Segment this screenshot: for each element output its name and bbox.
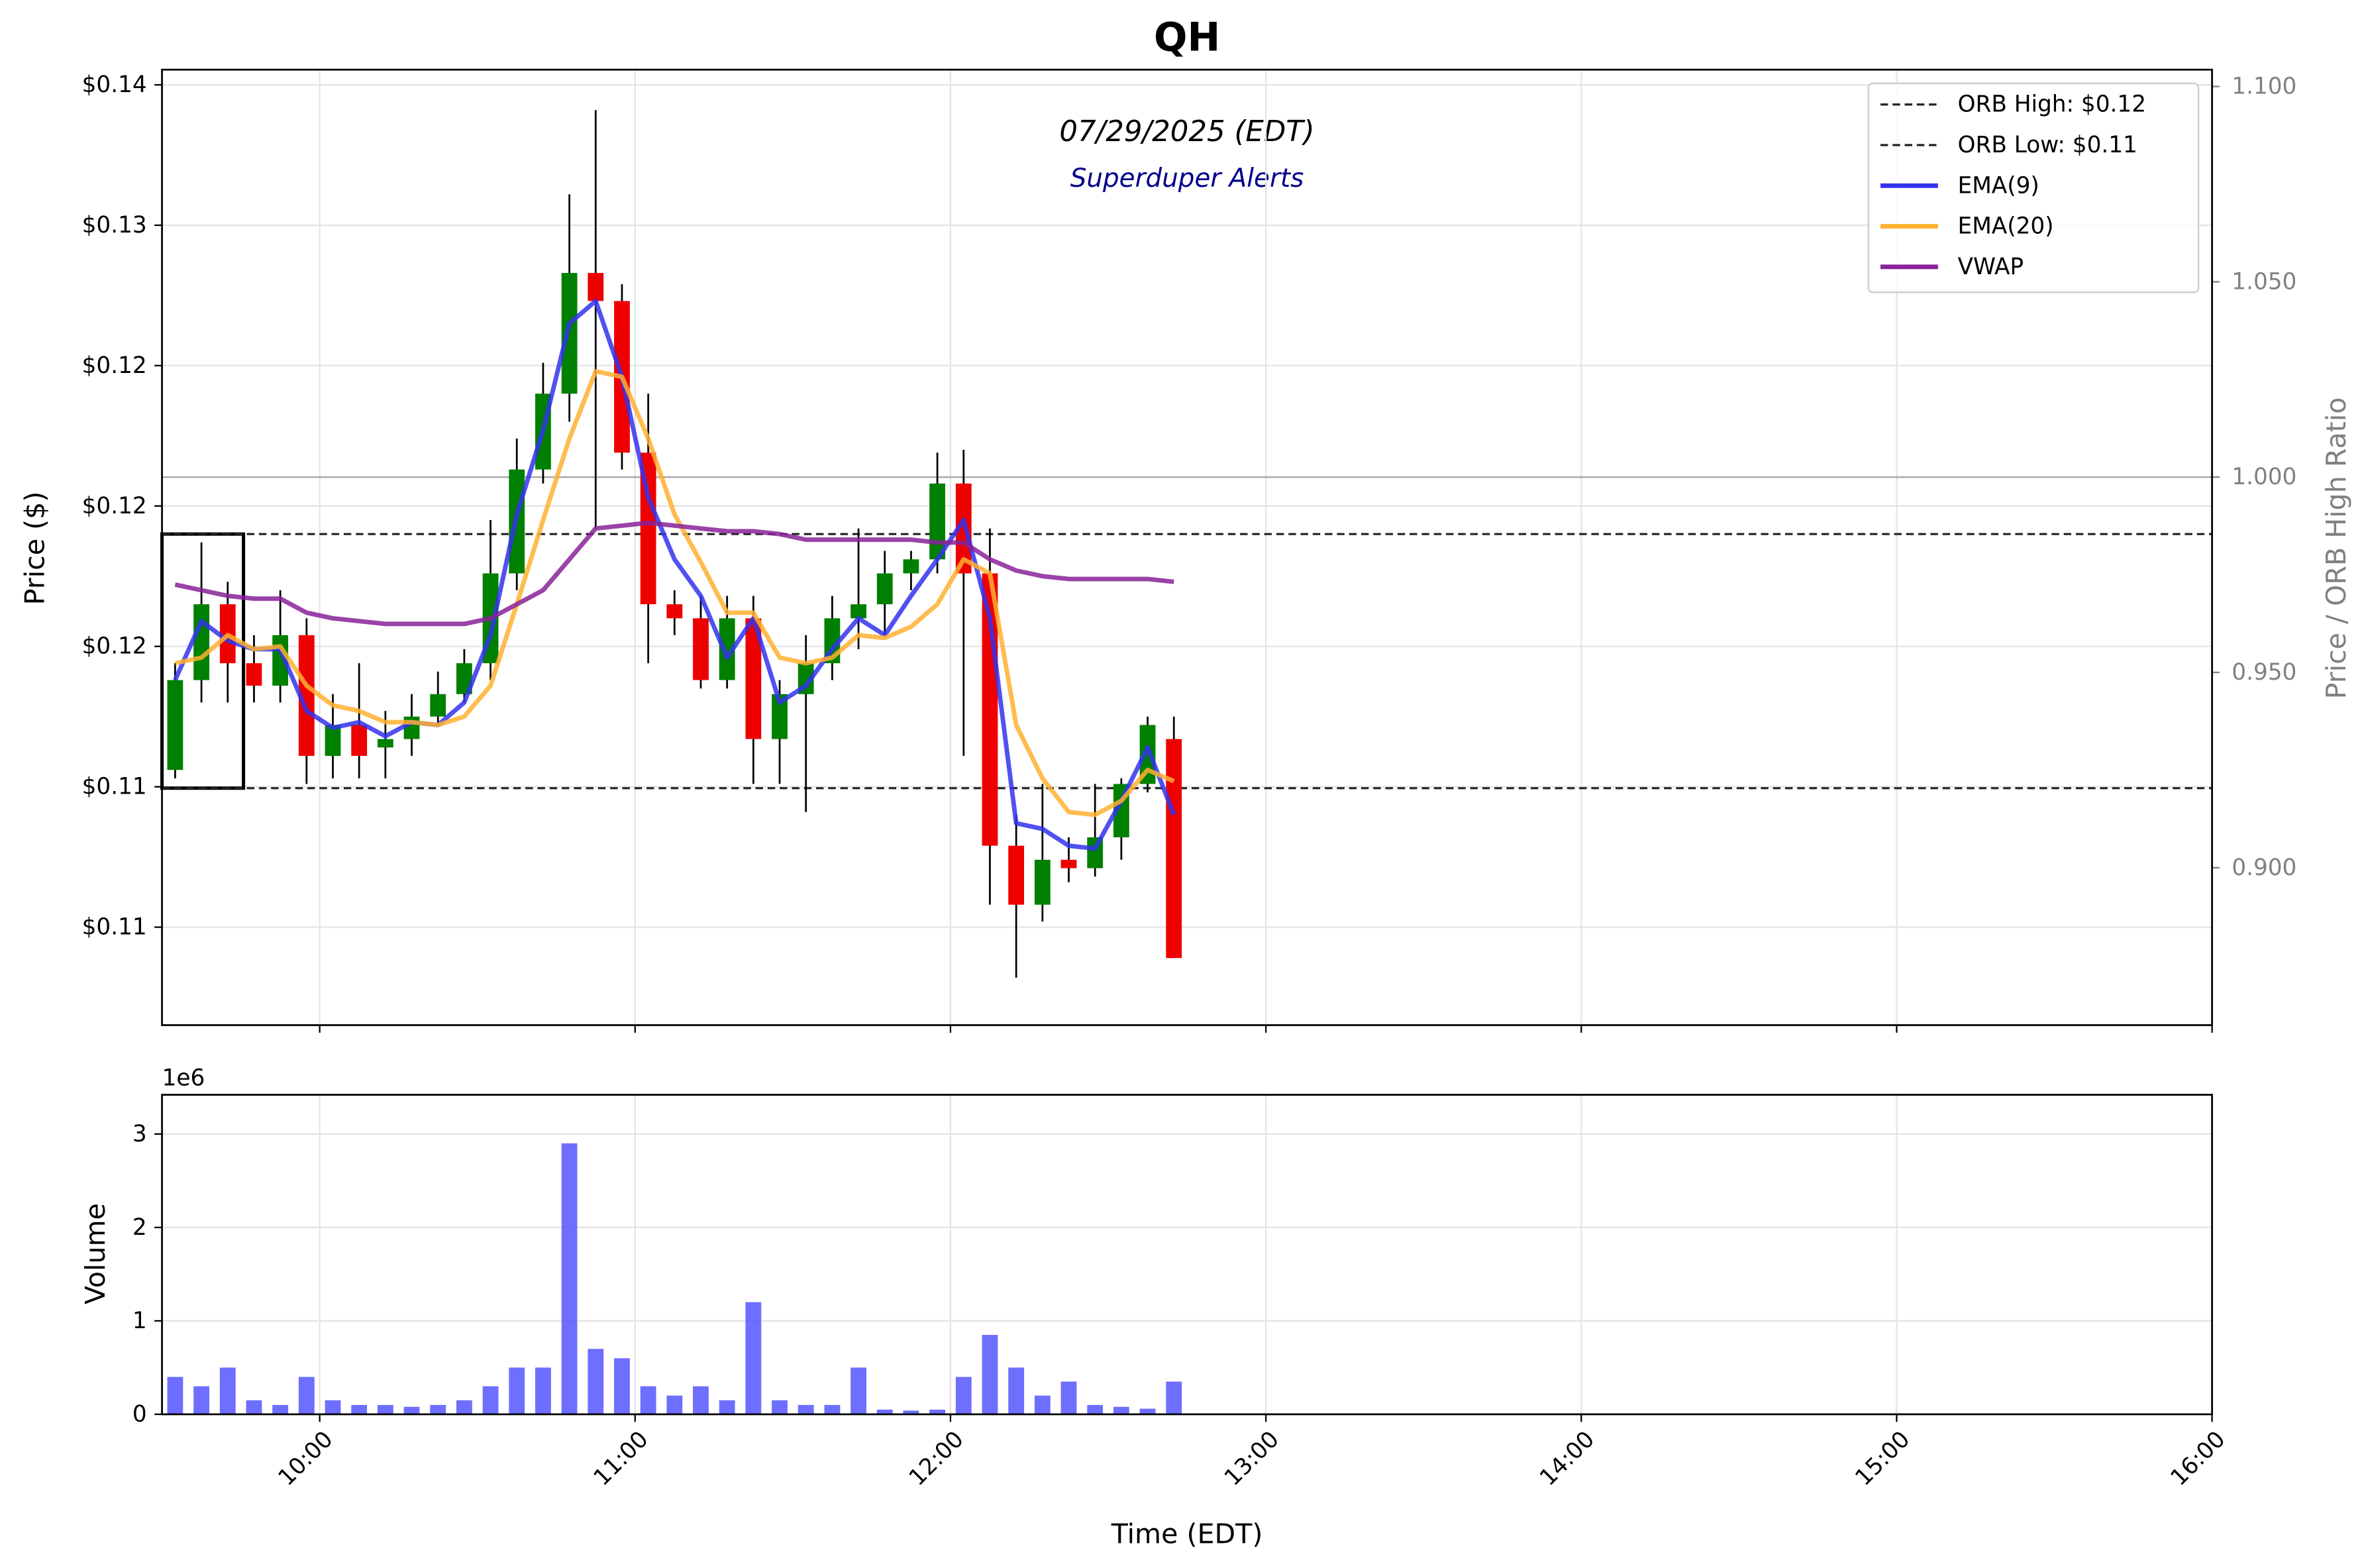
volume-bar (772, 1400, 788, 1414)
candle-body (693, 618, 709, 680)
candle-body (850, 604, 866, 619)
candle-body (1060, 859, 1077, 868)
candle-body (377, 739, 393, 748)
candle-body (167, 680, 183, 770)
volume-bar (351, 1404, 368, 1414)
legend-label: ORB High: $0.12 (1958, 91, 2146, 118)
volume-bar (719, 1400, 735, 1414)
y-tick-label: $0.12 (82, 493, 147, 519)
volume-bar (272, 1404, 289, 1414)
volume-bar (1060, 1381, 1077, 1414)
y-tick-label: $0.11 (82, 914, 147, 941)
volume-bar (955, 1377, 972, 1414)
candle-body (903, 559, 919, 574)
legend-box (1867, 82, 2200, 293)
candle-body (1008, 845, 1025, 905)
volume-bar (1139, 1408, 1156, 1414)
offset-label: 1e6 (162, 1065, 205, 1092)
legend-label: EMA(9) (1958, 172, 2039, 199)
volume-bar (377, 1404, 393, 1414)
y-tick-label: $0.12 (82, 633, 147, 660)
legend-label: EMA(20) (1958, 213, 2054, 240)
candle-body (876, 573, 893, 605)
volume-bar (850, 1367, 866, 1414)
volume-bar (1087, 1404, 1104, 1414)
volume-bar (876, 1409, 893, 1414)
candle-body (1166, 739, 1182, 959)
candle-body (193, 604, 210, 680)
volume-bar (929, 1409, 946, 1414)
y2-tick-label: 0.950 (2232, 659, 2296, 686)
annotation: Superduper Alerts (1070, 164, 1304, 193)
y-axis-label: Price ($) (19, 492, 51, 605)
volume-bar (482, 1386, 499, 1414)
volume-bar (1166, 1381, 1182, 1414)
candle-body (351, 725, 368, 757)
volume-bar (982, 1335, 998, 1414)
volume-bar (640, 1386, 656, 1414)
volume-bar (745, 1302, 762, 1414)
candle-body (246, 663, 262, 686)
y-tick-label: $0.11 (82, 774, 147, 800)
candle-body (1034, 859, 1051, 905)
candle-body (430, 694, 446, 717)
volume-bar (193, 1386, 210, 1414)
volume-bar (456, 1400, 472, 1414)
y2-tick-label: 0.900 (2232, 855, 2296, 881)
date-label: 07/29/2025 (EDT) (1059, 115, 1314, 148)
volume-bar (325, 1400, 341, 1414)
candle-body (719, 618, 735, 680)
volume-bar (1034, 1395, 1051, 1414)
indicator-line (174, 520, 1174, 627)
volume-bar (535, 1367, 551, 1414)
candle-body (745, 618, 762, 739)
chart-title: QH (1154, 15, 1220, 61)
candle-body (772, 694, 788, 739)
y-tick-label: 2 (132, 1214, 147, 1241)
volume-bar (614, 1358, 630, 1414)
y2-tick-label: 1.100 (2232, 74, 2296, 100)
candle-body (298, 635, 315, 757)
x-axis-label: Time (EDT) (1111, 1518, 1263, 1550)
volume-bar (403, 1406, 420, 1414)
candle-body (640, 452, 656, 605)
volume-bar (298, 1377, 315, 1414)
volume-bar (167, 1377, 183, 1414)
indicator-line (174, 368, 1175, 817)
y-tick-label: 3 (132, 1121, 147, 1147)
volume-bar (219, 1367, 236, 1414)
y-tick-label: 1 (132, 1308, 147, 1334)
plot-frame (161, 68, 2213, 1026)
volume-bar (903, 1410, 919, 1414)
candle-body (588, 273, 604, 301)
volume-bar (246, 1400, 262, 1414)
volume-bar (561, 1143, 578, 1414)
volume-axis-label: Volume (79, 1203, 111, 1304)
y-tick-label: $0.14 (82, 72, 147, 98)
volume-bar (693, 1386, 709, 1414)
volume-bar (1113, 1406, 1129, 1414)
indicator-line (173, 298, 1176, 851)
candle-body (561, 273, 578, 394)
y-tick-label: $0.12 (82, 352, 147, 379)
volume-bar (1008, 1367, 1025, 1414)
y2-tick-label: 1.000 (2232, 464, 2296, 490)
volume-bar (430, 1404, 446, 1414)
y-tick-label: $0.13 (82, 212, 147, 238)
volume-bar (824, 1404, 841, 1414)
y-tick-label: 0 (132, 1401, 147, 1428)
y2-tick-label: 1.050 (2232, 268, 2296, 295)
y2-axis-label: Price / ORB High Ratio (2320, 397, 2352, 700)
candle-body (325, 725, 341, 757)
volume-bar (509, 1367, 525, 1414)
volume-bar (588, 1349, 604, 1414)
legend-label: ORB Low: $0.11 (1958, 132, 2137, 158)
candle-body (666, 604, 683, 619)
plot-frame (161, 1094, 2213, 1416)
volume-bar (666, 1395, 683, 1414)
volume-bar (798, 1404, 814, 1414)
legend-label: VWAP (1958, 254, 2024, 280)
